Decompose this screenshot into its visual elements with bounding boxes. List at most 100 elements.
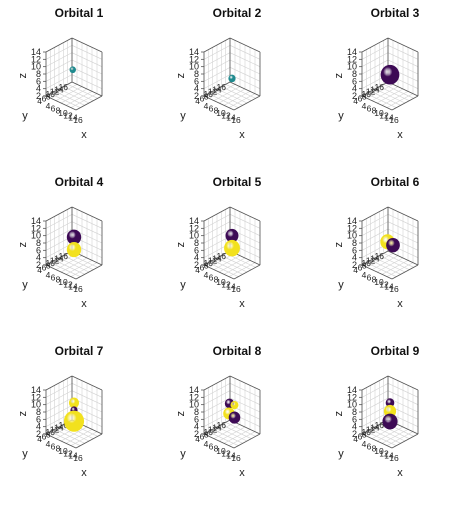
- z-tick-label: 8: [194, 407, 199, 417]
- box-edge: [233, 433, 261, 449]
- grid-line: [208, 93, 239, 108]
- grid-line: [50, 262, 81, 277]
- grid-line: [208, 431, 239, 446]
- y-tick-label: 10: [46, 258, 56, 268]
- z-tick-label: 2: [352, 260, 357, 270]
- grid-line: [50, 431, 81, 446]
- x-tick-label: 12: [221, 110, 231, 120]
- panel-title: Orbital 8: [212, 344, 262, 358]
- z-tick-label: 2: [36, 91, 41, 101]
- y-tick-label: 8: [46, 260, 51, 270]
- x-tick-label: 16: [73, 453, 83, 463]
- z-tick-label: 10: [189, 400, 199, 410]
- z-tick-label: 2: [194, 260, 199, 270]
- box-edge: [203, 433, 235, 449]
- grid-line: [45, 45, 73, 60]
- y-tick-label: 4: [195, 96, 200, 106]
- box-edge: [45, 250, 73, 266]
- x-tick-label: 14: [384, 451, 394, 461]
- box-edge: [361, 206, 389, 222]
- box-edge: [391, 264, 419, 280]
- orbital-panel: Orbital 1 2 4 6 8 10 12 14 z 16 14 12 10 8 6 4 y 4 6 8 10 12 1…: [0, 0, 158, 169]
- x-tick-label: 8: [214, 106, 219, 116]
- box-edge: [233, 95, 261, 111]
- z-tick-label: 12: [31, 392, 41, 402]
- panel-title: Orbital 9: [370, 344, 420, 358]
- x-tick-label: 6: [367, 272, 372, 282]
- y-tick-label: 14: [370, 84, 380, 94]
- z-tick-label: 12: [189, 54, 199, 64]
- box-edge: [203, 375, 231, 391]
- orbital-lobe: [230, 400, 239, 410]
- grid-line: [361, 45, 389, 60]
- y-tick-label: 6: [200, 432, 205, 442]
- grid-line: [366, 262, 397, 277]
- z-axis-label: z: [175, 411, 187, 417]
- z-tick-label: 12: [31, 223, 41, 233]
- x-axis-label: x: [81, 467, 87, 479]
- z-tick-label: 2: [352, 429, 357, 439]
- x-tick-label: 6: [51, 272, 56, 282]
- orbital-lobe: [69, 66, 76, 74]
- orbital-panel: Orbital 8 2 4 6 8 10 12 14 z 16 14 12 10 8 6 4 y 4 6 8 10 12 1…: [158, 338, 316, 507]
- x-tick-label: 4: [204, 101, 209, 111]
- x-tick-label: 4: [46, 270, 51, 280]
- x-tick-label: 10: [216, 108, 226, 118]
- y-tick-label: 8: [46, 429, 51, 439]
- grid-line: [203, 45, 231, 60]
- grid-line: [361, 383, 389, 398]
- box-edge: [361, 95, 393, 111]
- y-tick-label: 14: [212, 422, 222, 432]
- panel-title: Orbital 3: [370, 6, 420, 20]
- y-tick-label: 8: [362, 429, 367, 439]
- z-tick-label: 4: [194, 422, 199, 432]
- z-tick-label: 6: [352, 76, 357, 86]
- z-tick-label: 2: [194, 91, 199, 101]
- grid-line: [71, 45, 103, 60]
- x-tick-label: 12: [221, 279, 231, 289]
- y-axis-label: y: [180, 448, 186, 460]
- panel-title: Orbital 2: [212, 6, 262, 20]
- box-edge: [45, 95, 77, 111]
- box-edge: [361, 433, 393, 449]
- grid-line: [387, 214, 419, 229]
- y-tick-label: 6: [42, 432, 47, 442]
- box-edge: [203, 81, 231, 97]
- z-axis-label: z: [333, 242, 345, 248]
- z-tick-label: 4: [352, 422, 357, 432]
- x-tick-label: 14: [226, 451, 236, 461]
- y-tick-label: 6: [42, 263, 47, 273]
- box-edge: [203, 419, 231, 435]
- y-tick-label: 10: [362, 89, 372, 99]
- x-axis-label: x: [397, 467, 403, 479]
- orbital-panel: Orbital 9 2 4 6 8 10 12 14 z 16 14 12 10 8 6 4 y 4 6 8 10 12 1…: [316, 338, 474, 507]
- x-axis-label: x: [239, 467, 245, 479]
- z-tick-label: 2: [352, 91, 357, 101]
- y-tick-label: 16: [375, 251, 385, 261]
- y-tick-label: 10: [362, 427, 372, 437]
- x-tick-label: 6: [209, 441, 214, 451]
- panel-title: Orbital 5: [212, 175, 262, 189]
- grid-line: [366, 431, 397, 446]
- box-edge: [233, 264, 261, 280]
- z-tick-label: 2: [36, 260, 41, 270]
- orbital-panel: Orbital 3 2 4 6 8 10 12 14 z 16 14 12 10 8 6 4 y 4 6 8 10 12 1…: [316, 0, 474, 169]
- grid-line: [203, 383, 231, 398]
- y-tick-label: 14: [54, 253, 64, 263]
- x-tick-label: 16: [231, 453, 241, 463]
- x-tick-label: 10: [374, 108, 384, 118]
- box-edge: [229, 375, 261, 391]
- orbital-lobe: [66, 229, 82, 245]
- z-tick-label: 10: [189, 231, 199, 241]
- y-tick-label: 16: [59, 420, 69, 430]
- grid-line: [387, 45, 419, 60]
- x-tick-label: 8: [372, 275, 377, 285]
- x-tick-label: 4: [204, 439, 209, 449]
- y-axis-label: y: [338, 110, 344, 122]
- grid-line: [361, 214, 389, 229]
